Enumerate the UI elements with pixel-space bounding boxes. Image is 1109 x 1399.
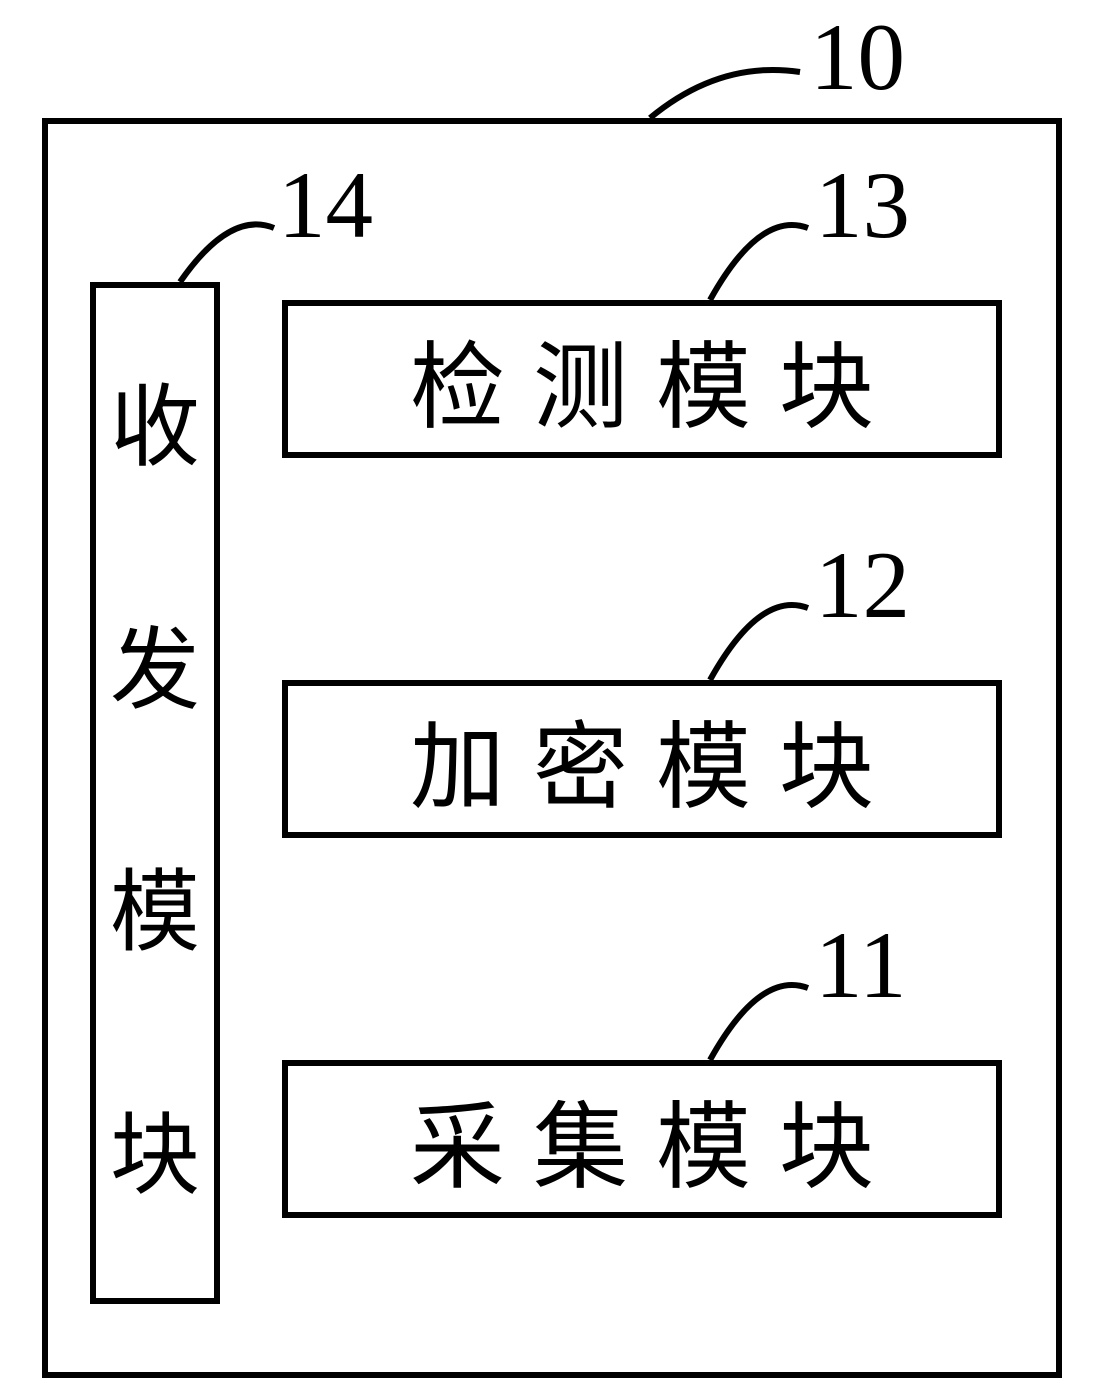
ref-label-12: 12 (815, 530, 910, 640)
diagram-canvas: 收 发 模 块 检测模块 加密模块 采集模块 10 14 13 12 11 (0, 0, 1109, 1399)
module-label: 检测模块 (410, 311, 902, 448)
collection-module-11: 采集模块 (282, 1060, 1002, 1218)
vert-char: 发 (110, 627, 200, 717)
vert-char: 模 (110, 869, 200, 959)
detection-module-13: 检测模块 (282, 300, 1002, 458)
encryption-module-12: 加密模块 (282, 680, 1002, 838)
transceiver-module-14: 收 发 模 块 (90, 282, 220, 1304)
module-label: 加密模块 (410, 691, 902, 828)
ref-label-13: 13 (815, 150, 910, 260)
ref-label-11: 11 (815, 910, 906, 1020)
ref-label-14: 14 (278, 150, 373, 260)
module-label: 采集模块 (410, 1071, 902, 1208)
vert-char: 收 (110, 384, 200, 474)
ref-label-10: 10 (810, 2, 905, 112)
vert-char: 块 (110, 1112, 200, 1202)
